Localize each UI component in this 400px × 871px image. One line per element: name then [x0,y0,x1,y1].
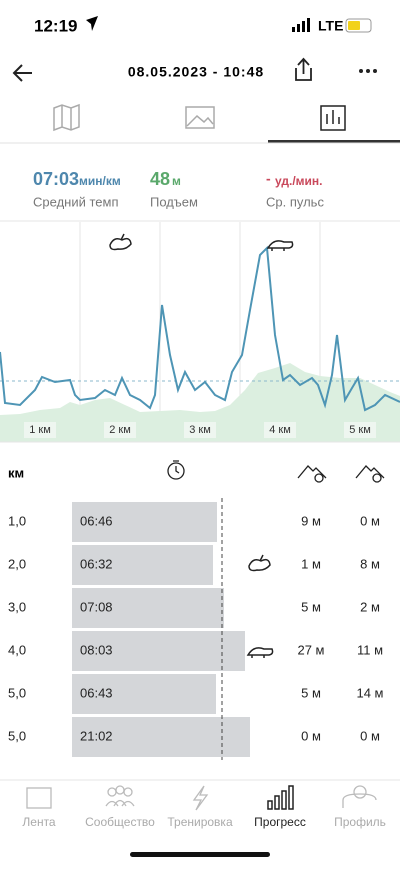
pace-bar [72,674,216,714]
location-icon [86,16,98,31]
tab-indicator [268,140,400,143]
more-button[interactable] [359,69,377,73]
pace-unit: мин/км [79,174,121,188]
row-ascent: 27 м [297,642,324,657]
signal-icon [292,18,310,32]
progress-icon[interactable] [267,785,294,810]
back-button[interactable] [12,64,32,82]
row-km: 5,0 [8,728,26,743]
status-time: 12:19 [34,16,77,35]
ascent-icon [297,465,327,483]
map-tab[interactable] [53,103,80,132]
pulse-unit: уд./мин. [275,174,323,188]
row-descent: 11 м [357,642,383,657]
pace-line [0,245,400,412]
row-descent: 0 м [360,513,380,528]
nav-item[interactable]: Тренировка [167,815,233,829]
slow-icon [246,647,274,658]
row-pace: 06:32 [80,556,113,571]
row-descent: 2 м [360,599,380,614]
x-label-bg [344,422,376,438]
row-pace: 21:02 [80,728,113,743]
x-label: 1 км [29,424,51,436]
nav-item-active[interactable]: Прогресс [254,815,306,829]
fast-icon [109,233,132,251]
row-pace: 06:46 [80,513,113,528]
table-header: км [8,465,24,480]
nav-item[interactable]: Лента [22,815,56,829]
pace-value: 07:03 [33,169,79,189]
x-label: 4 км [269,424,291,436]
row-ascent: 0 м [301,728,321,743]
feed-icon[interactable] [26,787,52,809]
row-ascent: 5 м [301,599,321,614]
home-indicator [130,852,270,857]
x-label-bg [264,422,296,438]
pulse-label: Ср. пульс [266,194,324,209]
row-descent: 0 м [360,728,380,743]
pulse-value: - [266,171,271,187]
share-button[interactable] [295,57,312,81]
descent-icon [355,465,385,483]
nav-item[interactable]: Сообщество [85,815,155,829]
elevation-area [0,363,400,442]
row-km: 3,0 [8,599,26,614]
community-icon[interactable] [105,785,135,807]
ascent-value: 48 [150,169,170,189]
row-km: 5,0 [8,685,26,700]
x-label-bg [184,422,216,438]
battery-icon [345,18,372,33]
row-descent: 8 м [360,556,380,571]
row-km: 2,0 [8,556,26,571]
battery-level [348,21,360,30]
x-label: 5 км [349,424,371,436]
row-km: 1,0 [8,513,26,528]
stats-tab[interactable] [320,105,346,131]
photo-tab[interactable] [185,106,215,129]
pace-label: Средний темп [33,194,118,209]
row-km: 4,0 [8,642,26,657]
row-descent: 14 м [356,685,383,700]
fast-icon [248,554,271,572]
status-network: LTE [318,18,343,34]
x-label-bg [104,422,136,438]
row-ascent: 5 м [301,685,321,700]
row-pace: 06:43 [80,685,113,700]
header-title: 08.05.2023 - 10:48 [128,64,264,80]
row-pace: 07:08 [80,599,113,614]
ascent-label: Подъем [150,194,198,209]
pace-bar [72,588,224,628]
row-ascent: 9 м [301,513,321,528]
training-icon[interactable] [192,785,209,811]
pace-bar [72,545,213,585]
time-icon [167,460,185,480]
x-label: 2 км [109,424,131,436]
profile-icon[interactable] [342,785,377,808]
pace-bar [72,717,250,757]
row-pace: 08:03 [80,642,113,657]
x-label: 3 км [189,424,211,436]
pace-bar [72,631,245,671]
nav-item[interactable]: Профиль [334,815,386,829]
pace-bar [72,502,217,542]
row-ascent: 1 м [301,556,321,571]
x-label-bg [24,422,56,438]
ascent-unit: м [172,174,181,188]
slow-icon [266,240,294,251]
